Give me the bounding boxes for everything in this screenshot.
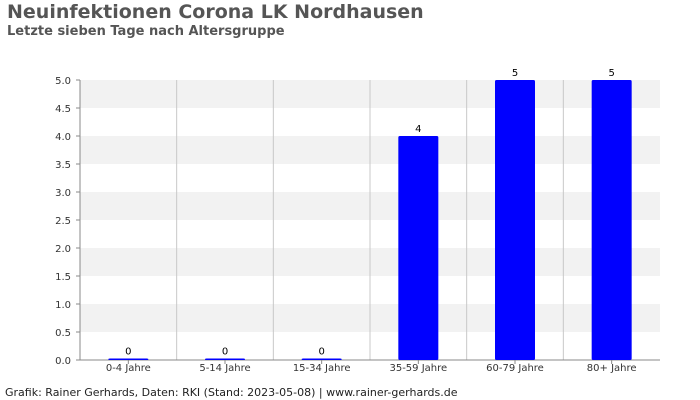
data-label: 0	[222, 347, 228, 358]
data-label: 0	[318, 347, 324, 358]
y-tick-label: 5.0	[55, 76, 71, 87]
bar	[205, 358, 245, 360]
bar	[495, 80, 535, 360]
y-tick-label: 3.5	[55, 160, 71, 171]
bar	[301, 358, 342, 360]
y-tick-label: 4.5	[55, 104, 71, 115]
y-tick-label: 3.0	[55, 188, 71, 199]
chart-title: Neuinfektionen Corona LK Nordhausen	[7, 1, 424, 23]
y-tick-label: 1.0	[55, 300, 71, 311]
x-tick-label: 5-14 Jahre	[199, 363, 250, 374]
x-tick-label: 80+ Jahre	[587, 363, 637, 374]
bar	[591, 80, 632, 360]
data-label: 5	[512, 68, 518, 79]
bar	[398, 136, 439, 360]
chart-subtitle: Letzte sieben Tage nach Altersgruppe	[7, 24, 285, 39]
y-tick-label: 1.5	[55, 272, 71, 283]
data-label: 5	[608, 68, 614, 79]
footer-credit: Grafik: Rainer Gerhards, Daten: RKI (Sta…	[5, 386, 458, 399]
x-tick-label: 60-79 Jahre	[486, 363, 544, 374]
y-tick-label: 2.0	[55, 244, 71, 255]
bar	[108, 358, 149, 360]
x-tick-label: 35-59 Jahre	[389, 363, 447, 374]
y-tick-label: 0.5	[55, 328, 71, 339]
y-tick-label: 0.0	[55, 356, 71, 367]
x-tick-label: 15-34 Jahre	[293, 363, 351, 374]
data-label: 0	[125, 347, 131, 358]
data-label: 4	[415, 124, 421, 135]
y-tick-label: 4.0	[55, 132, 71, 143]
y-tick-label: 2.5	[55, 216, 71, 227]
x-tick-label: 0-4 Jahre	[106, 363, 151, 374]
